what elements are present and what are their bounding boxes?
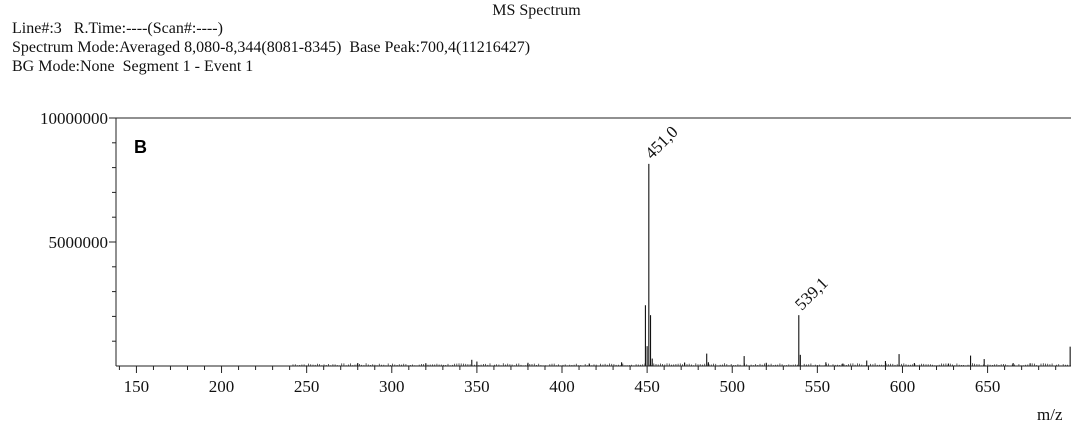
y-tick-label: 5000000 <box>49 233 109 252</box>
chart-title: MS Spectrum <box>492 2 581 19</box>
x-tick-label: 550 <box>805 377 831 396</box>
labels: 150 200 250 300 350 400 450 500 550 600 650 5000000… <box>40 109 1000 396</box>
x-tick-label: 450 <box>634 377 660 396</box>
x-axis-label: m/z <box>1037 405 1063 424</box>
line-number: Line#:3 <box>12 20 62 37</box>
noise-path <box>292 363 1068 366</box>
x-tick-label: 400 <box>549 377 575 396</box>
peak-label: 451,0 <box>641 122 681 162</box>
x-tick-label: 350 <box>464 377 490 396</box>
x-tick-label: 600 <box>890 377 916 396</box>
x-tick-label: 150 <box>124 377 150 396</box>
x-tick-label: 650 <box>975 377 1001 396</box>
peak-series <box>357 163 1071 366</box>
panel-letter: B <box>134 137 147 157</box>
axes <box>109 117 1071 373</box>
peak-label: 539,1 <box>791 274 831 314</box>
x-tick-label: 250 <box>294 377 320 396</box>
retention-time: R.Time:----(Scan#:----) <box>73 20 223 37</box>
header-line-2: Spectrum Mode:Averaged 8,080-8,344(8081-… <box>12 38 530 57</box>
x-tick-label: 500 <box>719 377 745 396</box>
x-tick-label: 200 <box>209 377 235 396</box>
y-tick-label: 10000000 <box>40 109 108 128</box>
bg-mode: BG Mode:None <box>12 58 115 75</box>
spectrum-mode: Spectrum Mode:Averaged 8,080-8,344(8081-… <box>12 39 342 56</box>
x-tick-label: 300 <box>379 377 405 396</box>
segment-event: Segment 1 - Event 1 <box>122 58 254 75</box>
header-line-1: Line#:3 R.Time:----(Scan#:----) <box>12 19 223 38</box>
base-peak: Base Peak:700,4(11216427) <box>349 39 531 56</box>
baseline-noise <box>292 363 1068 366</box>
header-line-3: BG Mode:None Segment 1 - Event 1 <box>12 57 253 76</box>
